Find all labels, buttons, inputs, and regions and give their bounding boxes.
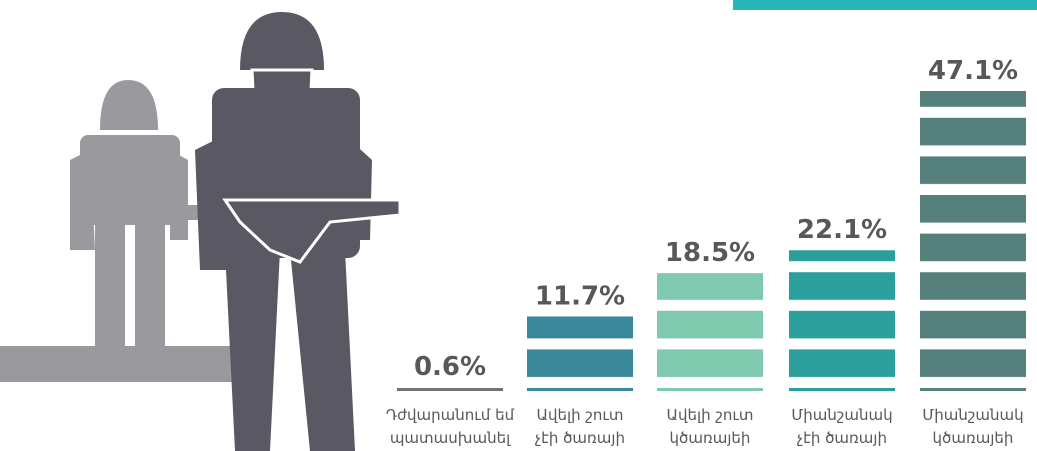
value-label: 22.1% xyxy=(797,215,887,245)
value-label: 0.6% xyxy=(414,352,486,382)
value-label: 18.5% xyxy=(665,238,755,268)
bar-group xyxy=(397,91,1026,391)
category-label: Դժվարանում եմ xyxy=(386,406,515,424)
bar xyxy=(657,273,763,391)
header-strip xyxy=(733,0,1037,10)
bar xyxy=(397,387,503,391)
value-label: 11.7% xyxy=(535,281,625,311)
bar xyxy=(920,91,1026,391)
bar xyxy=(789,250,895,391)
category-label: Միանշանակ xyxy=(791,406,892,424)
soldier-front xyxy=(195,12,402,451)
bar xyxy=(527,316,633,391)
category-label: չէի ծառայի xyxy=(535,429,625,447)
category-label: պատասխանել xyxy=(390,429,511,447)
category-label: կծառայեի xyxy=(670,429,751,447)
category-label: կծառայեի xyxy=(933,429,1014,447)
category-label: Միանշանակ xyxy=(922,406,1023,424)
category-label: չէի ծառայի xyxy=(797,429,887,447)
value-label: 47.1% xyxy=(928,56,1018,86)
category-label: Ավելի շուտ xyxy=(537,406,624,424)
soldier-back xyxy=(0,80,245,382)
category-label: Ավելի շուտ xyxy=(667,406,754,424)
